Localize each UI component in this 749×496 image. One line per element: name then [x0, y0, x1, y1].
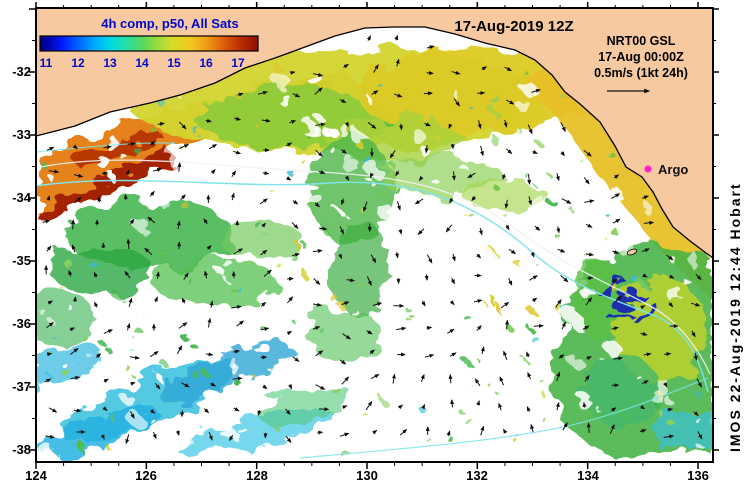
argo-dot-icon — [644, 165, 652, 173]
argo-label: Argo — [658, 162, 688, 177]
y-axis-label: -33 — [12, 127, 31, 142]
valid-time: 17-Aug 00:00Z — [598, 50, 684, 64]
colorbar-tick-label: 14 — [135, 56, 149, 70]
sst-field — [36, 48, 713, 462]
x-axis: 124 126 128 130 132 134 136 — [25, 468, 709, 483]
map-datetime: 17-Aug-2019 12Z — [454, 18, 573, 35]
argo-marker: Argo — [644, 162, 688, 177]
vector-scale-label: 0.5m/s (1kt 24h) — [594, 66, 688, 80]
x-axis-label: 124 — [25, 468, 47, 483]
coastal-island — [626, 248, 638, 256]
y-axis-label: -38 — [12, 442, 31, 457]
y-axis-label: -35 — [12, 253, 31, 268]
contour-cyan-main — [36, 179, 709, 393]
colorbar-title: 4h comp, p50, All Sats — [101, 16, 239, 31]
plot-frame — [35, 7, 714, 463]
colorbar-tick-label: 17 — [231, 56, 245, 70]
y-axis-label: -36 — [12, 316, 31, 331]
colorbar-tick-label: 16 — [199, 56, 213, 70]
colorbar-tick-label: 12 — [71, 56, 85, 70]
y-axis: -32 -33 -34 -35 -36 -37 -38 — [12, 64, 32, 457]
y-axis-label: -34 — [12, 190, 32, 205]
contour-cyan-south — [299, 377, 709, 459]
colorbar-tick-label: 13 — [103, 56, 117, 70]
colorbar-gradient — [39, 35, 259, 52]
x-axis-label: 128 — [246, 468, 268, 483]
x-axis-label: 136 — [687, 468, 709, 483]
credit-stamp: IMOS 22-Aug-2019 12:44 Hobart — [727, 182, 743, 452]
land-mass — [36, 8, 713, 259]
y-axis-label: -37 — [12, 379, 31, 394]
x-axis-label: 132 — [466, 468, 488, 483]
y-axis-label: -32 — [12, 64, 31, 79]
colorbar-tick-label: 15 — [167, 56, 181, 70]
product-name: NRT00 GSL — [607, 34, 676, 48]
x-axis-label: 126 — [135, 468, 157, 483]
x-axis-label: 134 — [577, 468, 599, 483]
x-axis-label: 130 — [356, 468, 378, 483]
colorbar: 4h comp, p50, All Sats 11 12 13 14 15 16… — [39, 16, 259, 70]
axis-ticks — [29, 2, 719, 469]
colorbar-tick-label: 11 — [40, 56, 53, 70]
info-block: NRT00 GSL 17-Aug 00:00Z 0.5m/s (1kt 24h) — [594, 34, 688, 94]
gsl-front-line — [36, 159, 711, 375]
current-vectors — [42, 34, 703, 445]
plot-area — [36, 8, 713, 462]
